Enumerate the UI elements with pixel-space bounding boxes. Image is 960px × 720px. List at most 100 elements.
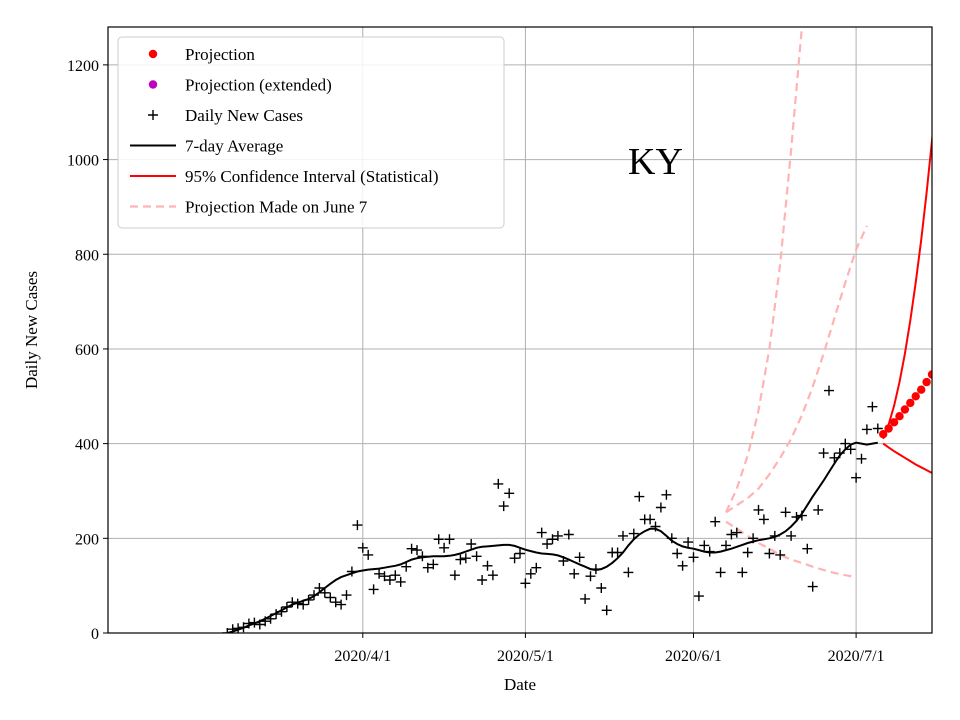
daily-case-point — [780, 507, 791, 518]
daily-case-point — [455, 554, 466, 565]
daily-case-point — [558, 556, 569, 566]
daily-case-point — [406, 543, 417, 554]
daily-case-point — [721, 540, 731, 551]
daily-case-point — [531, 562, 542, 573]
daily-case-point — [802, 543, 813, 554]
daily-case-point — [498, 501, 509, 512]
daily-case-point — [580, 593, 591, 604]
daily-case-point — [650, 521, 661, 532]
projection-point — [906, 398, 915, 408]
daily-case-point — [699, 540, 710, 551]
daily-case-point — [710, 516, 721, 527]
daily-case-point — [346, 566, 357, 577]
plot-data — [222, 27, 932, 633]
daily-case-point — [818, 448, 829, 459]
y-tick-label: 800 — [75, 247, 99, 264]
projection-point — [900, 405, 910, 414]
june7-lower-line — [725, 520, 857, 579]
ci-upper-line — [882, 130, 932, 440]
daily-case-point — [395, 576, 406, 587]
daily-case-point — [536, 527, 547, 538]
daily-case-point — [677, 560, 688, 571]
daily-case-point — [357, 542, 368, 553]
x-tick-label: 2020/7/1 — [828, 648, 885, 665]
legend: Projection Projection (extended) Daily New… — [117, 36, 505, 229]
y-tick-label: 1200 — [67, 58, 99, 75]
daily-case-point — [672, 548, 683, 559]
daily-case-point — [829, 452, 840, 463]
daily-case-point — [753, 504, 764, 515]
daily-case-point — [477, 575, 488, 585]
daily-case-point — [715, 567, 726, 578]
daily-case-point — [412, 545, 422, 556]
daily-case-point — [585, 571, 596, 582]
daily-case-point — [222, 628, 233, 633]
daily-case-point — [482, 560, 493, 571]
daily-case-point — [623, 567, 634, 578]
daily-case-point — [791, 512, 802, 522]
daily-case-point — [796, 510, 807, 521]
daily-case-point — [775, 549, 786, 560]
projection-point — [927, 370, 932, 379]
daily-case-point — [390, 570, 401, 581]
legend-marker-daily — [148, 110, 158, 120]
daily-case-point — [824, 385, 834, 396]
y-axis-label: Daily New Cases — [22, 271, 41, 389]
daily-case-point — [379, 571, 390, 582]
daily-case-point — [569, 568, 580, 579]
daily-case-point — [433, 534, 444, 545]
daily-case-point — [547, 534, 558, 545]
daily-case-point — [612, 547, 623, 558]
daily-case-point — [834, 448, 845, 459]
daily-case-point — [748, 533, 759, 544]
daily-case-point — [325, 592, 336, 603]
daily-case-point — [384, 575, 395, 585]
daily-case-point — [460, 553, 471, 564]
y-tick-label: 0 — [91, 626, 99, 643]
daily-case-point — [688, 552, 699, 563]
projection-point — [879, 430, 888, 439]
grid-lines — [108, 27, 932, 634]
daily-case-point — [352, 520, 363, 531]
daily-case-point — [786, 530, 797, 541]
x-axis-label: Date — [504, 675, 536, 694]
daily-case-point — [243, 618, 254, 629]
daily-case-point — [487, 570, 498, 581]
legend-marker-projection — [148, 49, 158, 59]
daily-case-point — [525, 568, 536, 579]
x-tick-label: 2020/6/1 — [665, 648, 722, 665]
daily-case-point — [466, 539, 477, 549]
daily-case-point — [861, 424, 872, 435]
daily-case-point — [661, 489, 672, 500]
daily-case-point — [249, 617, 260, 628]
june7-upper-line — [724, 27, 803, 513]
daily-case-point — [292, 598, 303, 609]
daily-case-point — [504, 488, 515, 499]
daily-case-point — [520, 578, 531, 589]
daily-case-point — [645, 514, 656, 525]
projection-point — [911, 392, 920, 401]
daily-case-point — [872, 423, 883, 434]
daily-case-point — [813, 504, 824, 515]
daily-case-point — [287, 597, 298, 608]
daily-case-point — [509, 553, 520, 564]
state-label: KY — [628, 141, 683, 183]
daily-case-point — [552, 530, 563, 541]
projection-point — [917, 385, 926, 394]
daily-case-point — [515, 548, 525, 559]
daily-case-point — [737, 567, 748, 578]
daily-case-point — [493, 478, 504, 489]
legend-label-projection: Projection — [185, 45, 255, 64]
daily-case-point — [363, 549, 374, 560]
daily-case-point — [314, 583, 325, 593]
ci-lower-line — [882, 442, 932, 475]
projection-point — [895, 412, 904, 421]
daily-case-point — [401, 561, 412, 572]
daily-case-point — [845, 444, 856, 455]
daily-case-point — [233, 623, 244, 633]
daily-case-point — [856, 453, 867, 464]
y-tick-label: 200 — [75, 531, 99, 548]
daily-case-point — [254, 619, 265, 630]
daily-case-point — [731, 527, 742, 538]
daily-case-point — [574, 552, 585, 563]
